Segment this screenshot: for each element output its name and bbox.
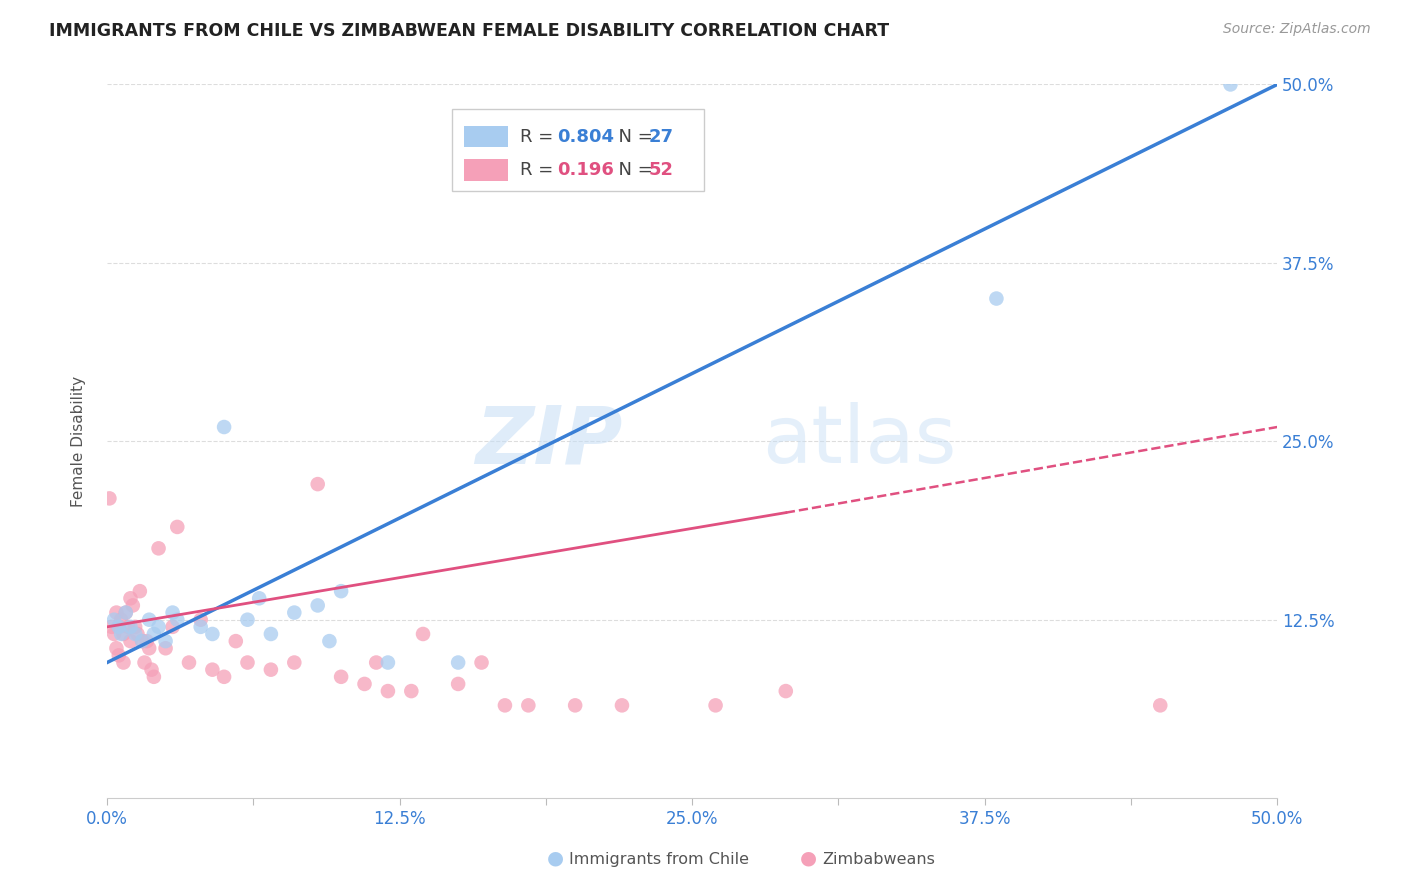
Point [177,656,200,670]
Point [307,599,329,613]
Point [155,641,177,656]
Point [162,606,184,620]
Text: ZIP: ZIP [475,402,621,480]
Text: ●: ● [547,848,564,867]
Point [120,634,142,648]
Point [377,684,399,698]
Point [98,491,121,506]
Point [142,670,165,684]
Text: Zimbabweans: Zimbabweans [823,852,935,867]
Point [110,613,132,627]
Point [1219,78,1241,92]
Point [564,698,586,713]
Point [110,627,132,641]
Point [107,620,129,634]
Point [494,698,516,713]
Point [166,520,188,534]
Point [114,606,136,620]
Point [105,641,128,656]
Point [201,663,224,677]
Point [128,584,150,599]
Point [283,656,305,670]
Point [138,641,160,656]
Point [166,613,188,627]
Point [120,620,142,634]
Point [112,656,135,670]
Point [124,620,146,634]
Point [283,606,305,620]
Y-axis label: Female Disability: Female Disability [72,376,86,507]
Point [107,648,129,663]
Point [260,627,283,641]
Point [470,656,492,670]
Point [124,627,146,641]
Point [112,627,135,641]
Point [117,620,139,634]
Point [105,606,128,620]
Text: atlas: atlas [762,402,956,480]
Point [212,670,235,684]
Point [401,684,423,698]
Point [330,584,353,599]
Point [447,677,470,691]
Point [1149,698,1171,713]
FancyBboxPatch shape [453,110,704,192]
Point [236,656,259,670]
Point [131,634,153,648]
Point [142,627,165,641]
Point [517,698,540,713]
Point [131,634,153,648]
Point [103,613,125,627]
Point [307,477,329,491]
Point [148,620,170,634]
Point [190,613,212,627]
Point [610,698,633,713]
Text: IMMIGRANTS FROM CHILE VS ZIMBABWEAN FEMALE DISABILITY CORRELATION CHART: IMMIGRANTS FROM CHILE VS ZIMBABWEAN FEMA… [49,22,890,40]
Point [107,620,129,634]
Point [412,627,434,641]
Point [141,663,163,677]
Text: 0.196: 0.196 [558,161,614,179]
Point [148,541,170,556]
Point [120,591,142,606]
Point [318,634,340,648]
Point [704,698,727,713]
FancyBboxPatch shape [464,160,509,181]
Point [127,627,149,641]
Point [447,656,470,670]
Point [986,292,1008,306]
Point [201,627,224,641]
Point [190,620,212,634]
Point [155,634,177,648]
Point [260,663,283,677]
Text: 52: 52 [650,161,673,179]
Text: N =: N = [607,128,658,145]
Point [121,599,143,613]
Text: Immigrants from Chile: Immigrants from Chile [569,852,749,867]
Point [366,656,388,670]
Point [100,620,122,634]
Point [247,591,270,606]
Point [225,634,247,648]
Text: ●: ● [800,848,817,867]
Text: R =: R = [520,161,560,179]
Point [134,656,156,670]
Point [775,684,797,698]
FancyBboxPatch shape [464,126,509,147]
Point [162,620,184,634]
Text: N =: N = [607,161,658,179]
Point [212,420,235,434]
Point [138,613,160,627]
Text: R =: R = [520,128,560,145]
Point [236,613,259,627]
Text: 0.804: 0.804 [558,128,614,145]
Text: Source: ZipAtlas.com: Source: ZipAtlas.com [1223,22,1371,37]
Text: 27: 27 [650,128,673,145]
Point [114,606,136,620]
Point [377,656,399,670]
Point [135,634,157,648]
Point [103,627,125,641]
Point [330,670,353,684]
Point [353,677,375,691]
